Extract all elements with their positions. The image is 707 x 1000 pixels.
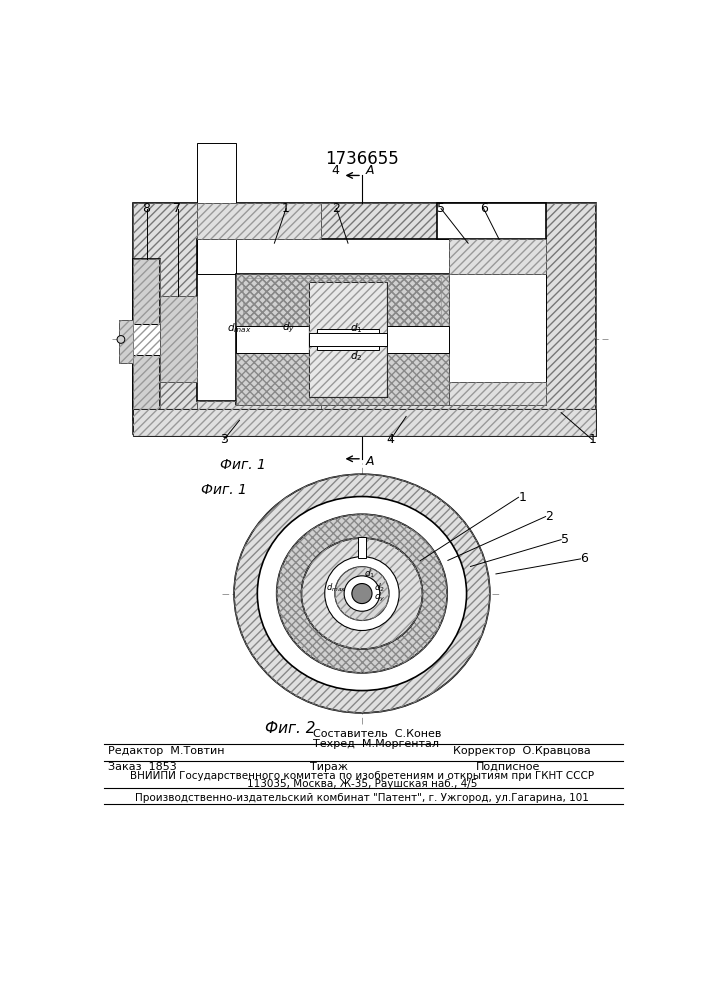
Text: $d_2$: $d_2$ xyxy=(374,581,385,594)
Ellipse shape xyxy=(234,474,490,713)
Bar xyxy=(197,143,235,274)
Bar xyxy=(119,320,134,363)
Text: $d_{max}$: $d_{max}$ xyxy=(327,581,346,594)
Bar xyxy=(449,239,546,274)
Text: Производственно-издательский комбинат "Патент", г. Ужгород, ул.Гагарина, 101: Производственно-издательский комбинат "П… xyxy=(135,793,589,803)
Bar xyxy=(449,239,546,401)
Bar xyxy=(317,329,379,333)
Bar xyxy=(449,382,546,405)
Bar xyxy=(235,274,449,405)
Bar xyxy=(449,239,546,274)
Bar xyxy=(243,278,441,326)
Bar xyxy=(134,259,160,420)
Bar xyxy=(309,333,387,346)
Text: 113035, Москва, Ж-35, Раушская наб., 4/5: 113035, Москва, Ж-35, Раушская наб., 4/5 xyxy=(247,779,477,789)
Text: Подписное: Подписное xyxy=(476,762,540,772)
Bar xyxy=(197,203,321,239)
Text: 2: 2 xyxy=(332,202,340,215)
Bar xyxy=(327,333,358,346)
Bar xyxy=(235,274,449,326)
Bar xyxy=(197,401,321,434)
Text: Редактор  М.Товтин: Редактор М.Товтин xyxy=(107,746,224,756)
Bar xyxy=(309,282,387,397)
Circle shape xyxy=(325,557,399,631)
Bar xyxy=(449,382,546,405)
Text: Фиг. 1: Фиг. 1 xyxy=(221,458,267,472)
Text: ВНИИПИ Государственного комитета по изобретениям и открытиям при ГКНТ СССР: ВНИИПИ Государственного комитета по изоб… xyxy=(130,771,594,781)
Text: 6: 6 xyxy=(580,552,588,565)
Bar xyxy=(160,296,197,382)
Text: 1: 1 xyxy=(282,202,290,215)
Bar xyxy=(160,296,197,382)
Text: 4: 4 xyxy=(331,164,339,177)
Text: 3: 3 xyxy=(220,433,228,446)
Circle shape xyxy=(344,576,380,611)
Ellipse shape xyxy=(257,497,467,691)
Text: $d_y$: $d_y$ xyxy=(374,591,386,604)
Text: $d_1$: $d_1$ xyxy=(351,321,363,335)
Bar xyxy=(134,259,160,420)
Text: Техред  М.Моргентал: Техред М.Моргентал xyxy=(313,739,439,749)
Bar xyxy=(134,203,596,434)
Text: 7: 7 xyxy=(173,202,182,215)
Text: 6: 6 xyxy=(479,202,488,215)
Text: 8: 8 xyxy=(143,202,151,215)
Circle shape xyxy=(117,336,125,343)
Ellipse shape xyxy=(276,514,448,673)
Text: $d_2$: $d_2$ xyxy=(351,349,363,363)
Text: $d_1$: $d_1$ xyxy=(364,567,375,580)
Text: 1: 1 xyxy=(588,433,596,446)
Text: 1: 1 xyxy=(518,491,526,504)
Text: Тираж: Тираж xyxy=(310,762,348,772)
Bar xyxy=(134,409,596,436)
Bar xyxy=(317,346,379,350)
Text: A: A xyxy=(366,455,374,468)
Circle shape xyxy=(335,567,389,620)
Bar xyxy=(119,320,134,363)
Bar xyxy=(235,353,449,405)
Bar xyxy=(309,282,387,397)
Text: Фиг. 2: Фиг. 2 xyxy=(264,721,315,736)
Text: Составитель  С.Конев: Составитель С.Конев xyxy=(313,729,441,739)
Text: 5: 5 xyxy=(437,202,445,215)
Text: 1736655: 1736655 xyxy=(325,149,399,167)
Bar xyxy=(243,278,441,326)
Bar xyxy=(134,409,596,436)
Bar xyxy=(197,203,321,239)
Bar xyxy=(134,203,596,434)
Bar xyxy=(235,274,449,405)
Bar xyxy=(235,274,449,326)
Bar xyxy=(235,326,449,353)
Text: 4: 4 xyxy=(387,433,395,446)
Text: 2: 2 xyxy=(546,510,554,523)
Text: Фиг. 1: Фиг. 1 xyxy=(201,483,247,497)
Text: $d_{max}$: $d_{max}$ xyxy=(227,321,251,335)
Text: Заказ  1853: Заказ 1853 xyxy=(107,762,177,772)
Bar xyxy=(134,324,197,355)
Text: 5: 5 xyxy=(561,533,569,546)
Bar xyxy=(197,239,546,401)
Text: A: A xyxy=(366,164,374,177)
Bar xyxy=(358,537,366,558)
Bar xyxy=(437,203,546,239)
Bar xyxy=(197,401,321,434)
Text: $d_y$: $d_y$ xyxy=(282,321,296,335)
Ellipse shape xyxy=(301,538,422,649)
Text: Корректор  О.Кравцова: Корректор О.Кравцова xyxy=(452,746,590,756)
Circle shape xyxy=(352,584,372,604)
Bar xyxy=(235,353,449,405)
